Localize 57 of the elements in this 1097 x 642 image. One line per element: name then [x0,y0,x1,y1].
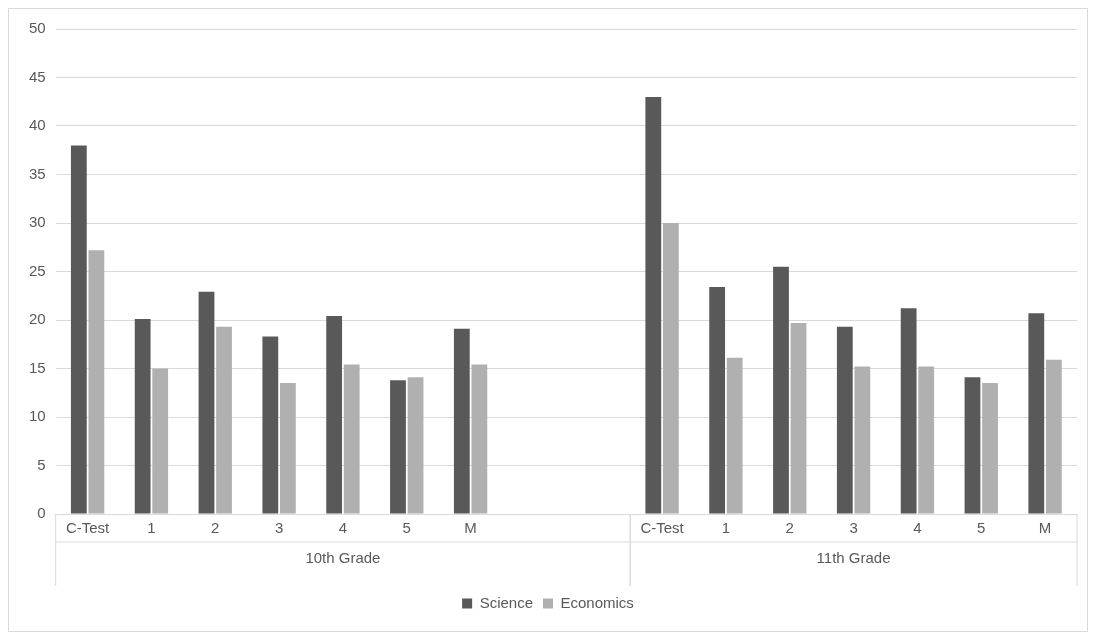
bar [773,266,789,514]
x-tick-label: C-Test [65,519,111,537]
bar [70,145,87,514]
legend-label: Economics [560,593,634,611]
bar [709,287,726,514]
bar [471,364,488,514]
bar [134,319,151,514]
x-tick-label: 3 [274,519,284,537]
x-tick-label: 2 [211,519,220,537]
bar [262,336,279,514]
x-tick-label: C-Test [640,519,685,537]
bar [1028,313,1045,514]
bar [326,316,343,514]
bar [152,368,169,514]
bar [854,366,871,514]
x-tick-label: 3 [849,519,858,537]
y-tick-label: 25 [29,261,46,279]
y-tick-label: 40 [29,116,46,134]
bar [726,357,743,514]
bar [1045,359,1062,514]
y-tick-label: 10 [29,407,46,425]
bar [662,223,679,514]
x-tick-label: M [464,519,477,537]
y-tick-label: 45 [29,67,46,85]
x-tick-label: M [1038,519,1052,537]
y-tick-label: 20 [29,310,46,328]
bar [836,326,853,514]
y-tick-label: 35 [29,164,46,182]
bar [918,366,935,514]
text: 11th Grade [816,549,891,567]
y-tick-label: 15 [29,358,46,376]
x-tick-label: 4 [913,519,922,537]
x-tick-label: 5 [402,519,411,537]
x-tick-label: 1 [147,519,156,537]
bar [279,383,296,514]
x-tick-label: 5 [977,519,986,537]
bar [453,328,470,514]
bar [982,383,998,514]
bar [390,380,406,514]
bar [900,308,917,514]
y-tick-label: 50 [29,19,46,37]
bar [216,326,232,514]
bar [964,377,981,514]
bar [88,250,105,514]
x-tick-label: 1 [721,519,731,537]
y-tick-label: 5 [37,455,46,473]
bar [343,364,360,514]
x-tick-label: 2 [785,519,794,537]
legend-label: Science [479,593,534,611]
text: 10th Grade [305,549,381,567]
x-tick-label: 4 [338,519,348,537]
bar [645,96,662,514]
y-tick-label: 0 [37,504,46,522]
bar [790,322,807,514]
bar [407,377,424,514]
y-tick-label: 30 [29,213,46,231]
bar [198,291,215,514]
